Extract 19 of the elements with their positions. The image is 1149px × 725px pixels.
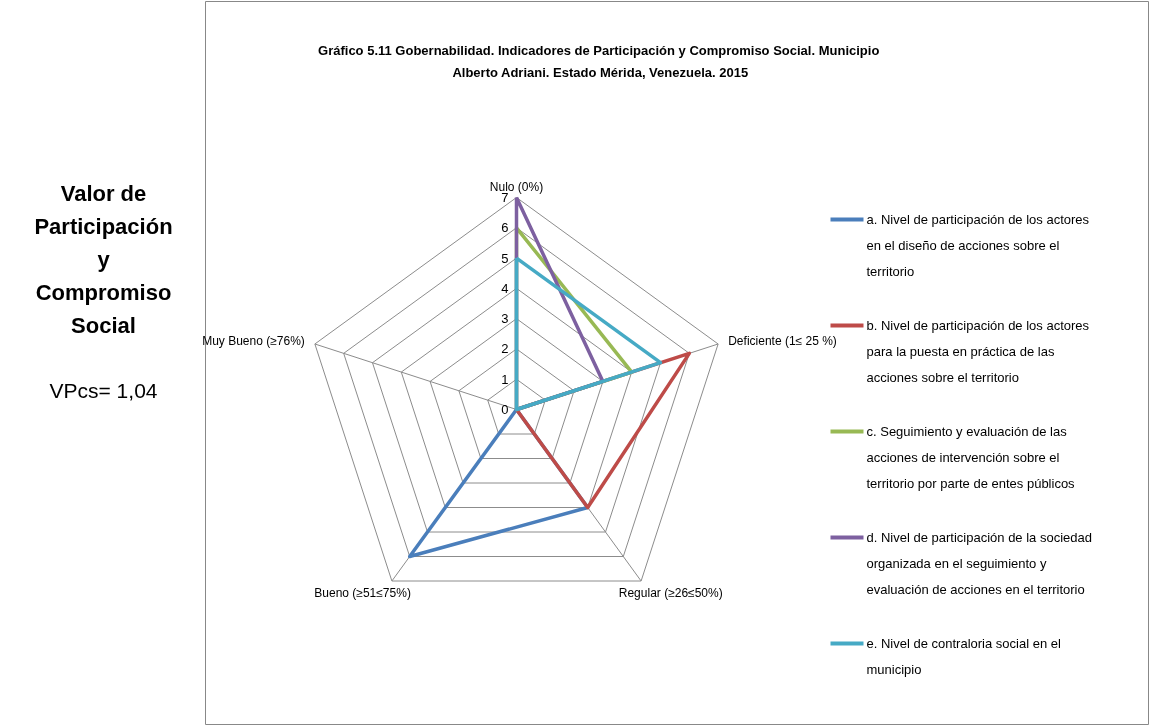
spoke-label: Bueno (≥51≤75%) — [314, 585, 411, 600]
legend-label: e. Nivel de contraloria social en el municipio — [866, 636, 1061, 677]
legend-label: c. Seguimiento y evaluación de las acciones de intervención sobre el territorio por parte de entes públicos — [866, 424, 1076, 491]
y-tick-label: 5 — [501, 250, 509, 266]
y-tick-label: 3 — [501, 311, 509, 327]
y-tick-label: 6 — [501, 220, 509, 236]
y-tick-label: 2 — [501, 341, 509, 357]
y-tick-label: 4 — [501, 280, 509, 296]
legend-label: d. Nivel de participación de la sociedad organizada en el seguimiento y evaluación de acciones en el territorio — [866, 530, 1092, 597]
spoke-label: Regular (≥26≤50%) — [618, 585, 723, 600]
y-tick-label: 1 — [501, 371, 509, 387]
spoke-label: Deficiente (1≤ 25 %) — [728, 333, 837, 348]
y-tick-label: 0 — [501, 402, 509, 417]
spoke-label: Muy Bueno (≥76%) — [202, 333, 305, 348]
text: VPcs= 1,04 — [49, 379, 158, 402]
legend-label: a. Nivel de participación de los actores en el diseño de acciones sobre el territorio — [866, 212, 1090, 279]
text: Valor de Participación y Compromiso Social — [34, 181, 173, 338]
legend-label: b. Nivel de participación de los actores para la puesta en práctica de las acciones sobre el territorio — [866, 318, 1090, 385]
chart-title: Gráfico 5.11 Gobernabilidad. Indicadores de Participación y Compromiso Social. Municipio Alberto Adriani. Estado Mérida, Venezuela. 2015 — [318, 43, 880, 80]
